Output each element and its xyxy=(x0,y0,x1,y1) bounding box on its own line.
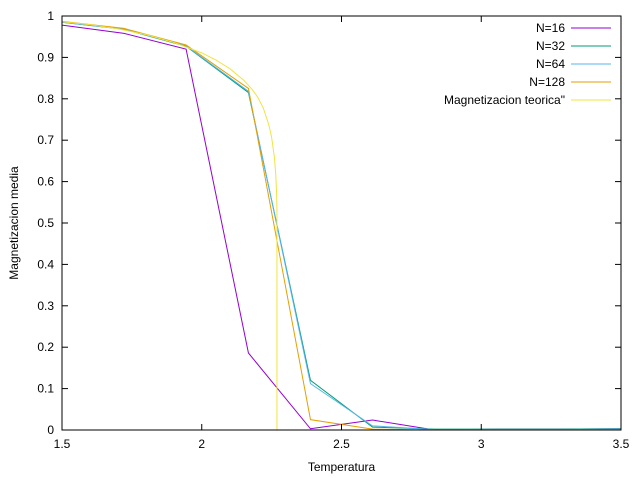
y-tick-label: 0.7 xyxy=(37,133,54,147)
ticks-layer: 1.5 2 2.5 3 3.5 0 0.1 0.2 0.3 0.4 0.5 0.6 0.7 0.8 0.9 1 xyxy=(37,9,629,451)
x-tick-label: 3 xyxy=(478,437,485,451)
y-tick-label: 0.9 xyxy=(37,50,54,64)
x-tick-label: 3.5 xyxy=(613,437,630,451)
legend-label: N=128 xyxy=(529,75,565,89)
x-tick-label: 2.5 xyxy=(333,437,350,451)
y-tick-label: 0.1 xyxy=(37,382,54,396)
y-tick-label: 0.2 xyxy=(37,340,54,354)
y-tick-label: 0.6 xyxy=(37,175,54,189)
series-line-4 xyxy=(61,21,278,430)
legend-label: N=64 xyxy=(536,57,565,71)
x-axis-label: Temperatura xyxy=(308,460,376,474)
legend-label: N=32 xyxy=(536,39,565,53)
y-tick-label: 0.8 xyxy=(37,92,54,106)
y-tick-label: 0 xyxy=(47,423,54,437)
x-tick-label: 2 xyxy=(198,437,205,451)
legend: N=16 N=32 N=64 N=128 Magnetizacion teorica" xyxy=(444,21,611,107)
x-tick-label: 1.5 xyxy=(54,437,71,451)
y-tick-label: 1 xyxy=(47,9,54,23)
legend-label: Magnetizacion teorica" xyxy=(444,93,565,107)
y-tick-label: 0.4 xyxy=(37,257,54,271)
y-tick-label: 0.5 xyxy=(37,216,54,230)
y-axis-label: Magnetizacion media xyxy=(7,166,21,280)
legend-label: N=16 xyxy=(536,21,565,35)
y-tick-label: 0.3 xyxy=(37,299,54,313)
